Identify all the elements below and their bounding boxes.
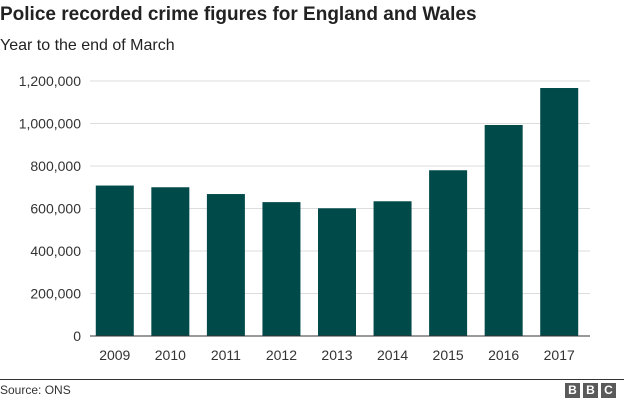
y-axis-ticks: 0 200,000 400,000 600,000 800,000 1,000,000 1,… (19, 73, 82, 344)
chart-title: Police recorded crime figures for Englan… (0, 4, 477, 25)
x-tick-label: 2015 (433, 347, 464, 363)
y-tick-label: 1,000,000 (19, 116, 81, 132)
bar-chart: 0 200,000 400,000 600,000 800,000 1,000,000 1,… (19, 73, 590, 363)
bbc-logo: B B C (565, 383, 616, 398)
y-tick-label: 400,000 (30, 243, 81, 259)
bar-2015 (429, 170, 468, 336)
x-tick-label: 2012 (266, 347, 297, 363)
footer-divider (0, 379, 624, 380)
y-tick-label: 0 (73, 328, 81, 344)
x-tick-label: 2010 (155, 347, 186, 363)
y-tick-label: 200,000 (30, 286, 81, 302)
logo-letter: B (565, 383, 580, 398)
x-tick-label: 2013 (321, 347, 352, 363)
y-tick-label: 800,000 (30, 158, 81, 174)
y-tick-label: 1,200,000 (19, 73, 81, 89)
bar-2014 (373, 201, 412, 336)
x-tick-label: 2009 (99, 347, 130, 363)
x-tick-label: 2017 (544, 347, 575, 363)
source-note: Source: ONS (0, 383, 71, 397)
chart-subtitle: Year to the end of March (0, 37, 175, 54)
bar-2009 (95, 185, 134, 336)
bar-2012 (262, 202, 301, 336)
bar-2017 (540, 88, 579, 336)
bars (95, 88, 579, 336)
bar-2016 (484, 124, 523, 336)
logo-letter: C (601, 383, 616, 398)
logo-letter: B (583, 383, 598, 398)
bar-2011 (206, 194, 245, 336)
x-tick-label: 2011 (211, 347, 241, 363)
x-tick-label: 2014 (377, 347, 408, 363)
y-tick-label: 600,000 (30, 201, 81, 217)
x-axis-ticks: 2009 2010 2011 2012 2013 2014 2015 2016 2017 (99, 347, 575, 363)
x-tick-label: 2016 (488, 347, 519, 363)
bar-2013 (318, 208, 356, 336)
bar-2010 (151, 187, 190, 336)
